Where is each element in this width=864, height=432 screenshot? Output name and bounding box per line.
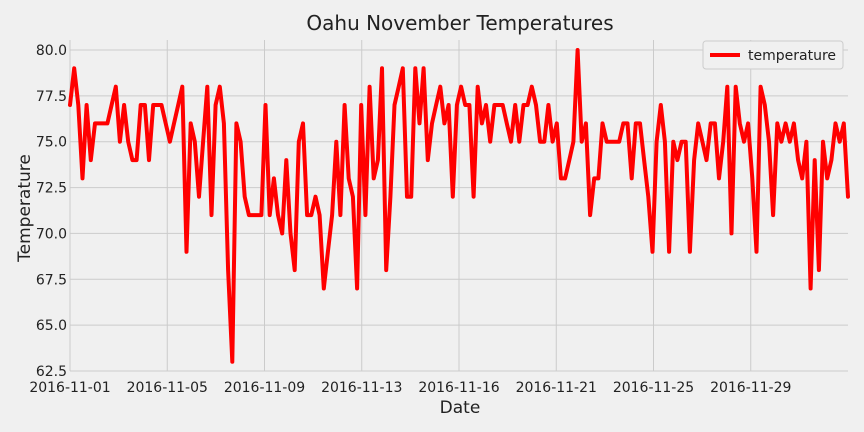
y-tick-labels: 62.5 65.0 67.5 70.0 72.5 75.0 77.5 80.0 xyxy=(36,43,67,380)
y-tick-label: 80.0 xyxy=(36,43,67,59)
grid-lines xyxy=(69,40,848,372)
temperature-series-line xyxy=(68,48,850,364)
x-tick-label: 2016-11-25 xyxy=(613,380,694,396)
legend: temperature xyxy=(702,40,844,70)
y-tick-label: 77.5 xyxy=(36,89,67,105)
y-tick-label: 75.0 xyxy=(36,135,67,151)
y-tick-label: 67.5 xyxy=(36,272,67,288)
x-tick-label: 2016-11-09 xyxy=(224,380,305,396)
y-tick-label: 62.5 xyxy=(36,364,67,380)
x-tick-label: 2016-11-05 xyxy=(127,380,208,396)
chart-title: Oahu November Temperatures xyxy=(306,11,613,35)
x-tick-label: 2016-11-01 xyxy=(29,380,110,396)
y-tick-label: 72.5 xyxy=(36,181,67,197)
x-tick-label: 2016-11-13 xyxy=(321,380,402,396)
legend-box xyxy=(702,40,844,70)
x-axis-label: Date xyxy=(440,398,481,418)
y-tick-label: 70.0 xyxy=(36,226,67,242)
legend-label: temperature xyxy=(748,48,836,64)
x-tick-labels: 2016-11-01 2016-11-05 2016-11-09 2016-11-13… xyxy=(29,380,791,396)
x-tick-label: 2016-11-21 xyxy=(516,380,597,396)
y-tick-label: 65.0 xyxy=(36,318,67,334)
x-tick-label: 2016-11-29 xyxy=(710,380,791,396)
x-tick-label: 2016-11-16 xyxy=(418,380,499,396)
series-lines xyxy=(68,48,850,364)
y-axis-label: Temperature xyxy=(15,154,35,263)
